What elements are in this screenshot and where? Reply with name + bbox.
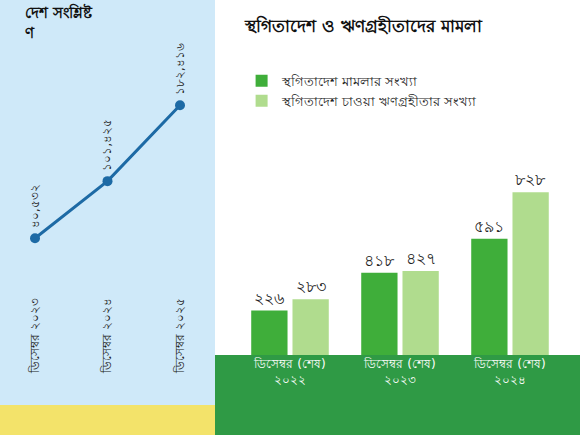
svg-text:২২৬: ২২৬ [254,289,284,308]
svg-text:১৮২,৪১৬: ১৮২,৪১৬ [173,43,187,95]
svg-text:ডিসেম্বর ২০২৪: ডিসেম্বর ২০২৪ [100,298,114,374]
svg-text:স্থগিতাদেশ চাওয়া ঋণগ্রহীতার স: স্থগিতাদেশ চাওয়া ঋণগ্রহীতার সংখ্যা [281,94,476,109]
svg-text:স্থগিতাদেশ ও ঋণগ্রহীতাদের মামল: স্থগিতাদেশ ও ঋণগ্রহীতাদের মামলা [244,15,483,36]
svg-text:ডিসেম্বর (শেষ)২০২২: ডিসেম্বর (শেষ)২০২২ [253,357,325,387]
svg-text:৫৯১: ৫৯১ [474,217,504,236]
svg-text:১০১,৪২৫: ১০১,৪২৫ [100,119,114,171]
svg-text:৪১৮: ৪১৮ [364,251,395,270]
svg-text:ডিসেম্বর ২০২৫: ডিসেম্বর ২০২৫ [173,298,187,374]
svg-text:২৮৩: ২৮৩ [296,277,326,296]
svg-text:৮২৮: ৮২৮ [515,170,546,189]
svg-text:ডিসেম্বর ২০২৩: ডিসেম্বর ২০২৩ [28,298,42,374]
svg-text:দেশ সংশ্লিষ্টণ: দেশ সংশ্লিষ্টণ [25,3,93,42]
svg-text:স্থগিতাদেশ মামলার সংখ্যা: স্থগিতাদেশ মামলার সংখ্যা [281,74,417,89]
svg-text:৪২৭: ৪২৭ [406,249,436,268]
svg-text:ডিসেম্বর (শেষ)২০২৩: ডিসেম্বর (শেষ)২০২৩ [363,357,435,387]
svg-text:ডিসেম্বর (শেষ)২০২৪: ডিসেম্বর (শেষ)২০২৪ [473,357,545,387]
svg-text:৪০,৫৩২: ৪০,৫৩২ [28,184,42,228]
